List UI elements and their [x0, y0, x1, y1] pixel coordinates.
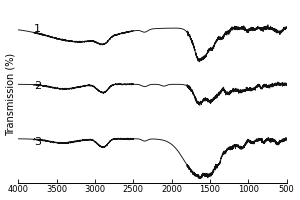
- Text: 3: 3: [34, 137, 41, 147]
- Text: 1: 1: [34, 24, 41, 34]
- Text: 2: 2: [34, 81, 41, 91]
- Y-axis label: Transmission (%): Transmission (%): [6, 53, 16, 136]
